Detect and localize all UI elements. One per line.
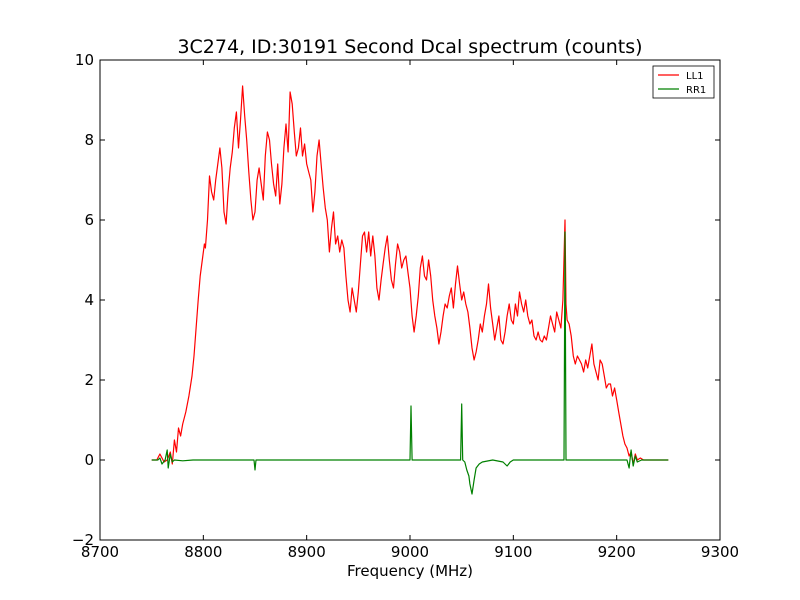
x-tick-label: 9200 xyxy=(598,543,636,561)
x-axis-label: Frequency (MHz) xyxy=(347,562,473,580)
series-layer xyxy=(151,85,669,495)
x-tick-label: 9000 xyxy=(391,543,429,561)
x-tick-label: 9300 xyxy=(701,543,739,561)
y-tick-label: 2 xyxy=(84,371,94,389)
y-tick-label: 6 xyxy=(84,211,94,229)
series-line-ll1 xyxy=(151,85,669,465)
legend-label-rr1: RR1 xyxy=(686,85,706,96)
y-axis: −2 0 2 4 6 8 10 xyxy=(72,51,720,549)
series-line-rr1 xyxy=(151,231,669,495)
x-tick-label: 9100 xyxy=(494,543,532,561)
x-axis: 8700 8800 8900 9000 9100 9200 9300 xyxy=(81,60,739,561)
y-tick-label: 4 xyxy=(84,291,94,309)
y-tick-label: 10 xyxy=(75,51,94,69)
x-tick-label: 8700 xyxy=(81,543,119,561)
x-tick-label: 8900 xyxy=(288,543,326,561)
y-tick-label: 0 xyxy=(84,451,94,469)
legend-label-ll1: LL1 xyxy=(686,71,704,82)
y-tick-label: −2 xyxy=(72,531,94,549)
y-tick-label: 8 xyxy=(84,131,94,149)
axes-frame xyxy=(99,59,721,541)
chart-title: 3C274, ID:30191 Second Dcal spectrum (co… xyxy=(177,36,642,58)
legend-box xyxy=(652,65,715,99)
x-tick-label: 8800 xyxy=(184,543,222,561)
